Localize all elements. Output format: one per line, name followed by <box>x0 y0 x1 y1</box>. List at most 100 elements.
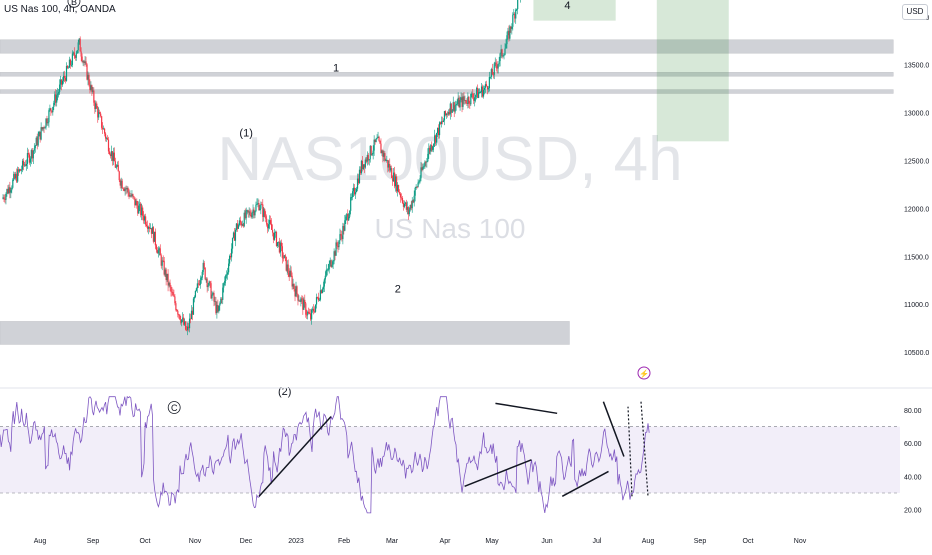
rsi-trendline[interactable] <box>602 401 625 457</box>
candle <box>228 255 231 264</box>
rsi-trendline[interactable] <box>561 470 609 497</box>
candle <box>320 290 322 294</box>
candle <box>249 211 251 215</box>
candle <box>411 200 413 209</box>
candle <box>28 154 30 163</box>
candle <box>503 54 505 56</box>
candle <box>452 102 454 110</box>
projection-box[interactable] <box>533 0 616 21</box>
x-tick-label: Sep <box>694 538 707 545</box>
candle <box>262 204 264 217</box>
candle <box>404 202 406 205</box>
candle <box>9 187 11 193</box>
candle <box>76 50 78 54</box>
candle <box>131 194 133 197</box>
rsi-trendline[interactable] <box>464 459 532 488</box>
candle <box>193 296 196 299</box>
candle <box>79 38 81 52</box>
candle <box>487 88 489 90</box>
candle <box>26 153 29 164</box>
candle <box>39 131 41 140</box>
x-tick-label: Aug <box>34 538 47 545</box>
candle <box>221 298 223 300</box>
candle <box>18 169 20 172</box>
candle <box>2 197 4 199</box>
candle <box>128 192 130 197</box>
candle <box>302 298 304 310</box>
candle <box>409 204 411 210</box>
candle <box>105 137 108 139</box>
rsi-line <box>0 395 650 514</box>
candle <box>80 51 82 57</box>
candle <box>3 197 5 200</box>
rsi-y-tick-label: 40.00 <box>904 474 922 481</box>
y-tick-label: 11500.0 <box>904 254 929 261</box>
candle <box>217 304 219 312</box>
candle <box>280 242 282 247</box>
candle <box>482 89 485 97</box>
support-resistance-zone[interactable] <box>0 72 894 77</box>
candle <box>177 311 179 315</box>
candle <box>34 145 36 149</box>
candle <box>104 133 107 139</box>
candle <box>289 270 291 277</box>
candle <box>195 288 197 291</box>
support-resistance-zone[interactable] <box>0 89 894 94</box>
candle <box>248 211 250 213</box>
candle <box>247 210 249 213</box>
candle <box>25 163 28 166</box>
candle <box>43 127 45 129</box>
support-resistance-zone[interactable] <box>0 321 570 345</box>
candle <box>7 189 9 194</box>
candle <box>460 97 462 101</box>
support-resistance-zone[interactable] <box>0 39 894 54</box>
y-tick-label: 12000.0 <box>904 206 929 213</box>
candle <box>273 232 276 240</box>
candle <box>455 104 457 106</box>
candle <box>506 35 508 45</box>
candle <box>100 113 102 117</box>
candle <box>98 112 100 118</box>
candle <box>27 153 30 155</box>
candle <box>417 182 419 187</box>
candle <box>443 111 446 121</box>
candle <box>243 212 245 227</box>
candle <box>205 278 207 280</box>
candle <box>284 255 286 257</box>
projection-box[interactable] <box>656 0 729 142</box>
candle <box>196 283 198 289</box>
candle <box>363 164 365 168</box>
candle <box>425 161 427 163</box>
candle <box>162 260 164 262</box>
candle <box>201 271 203 278</box>
candle <box>380 143 382 154</box>
candle <box>103 128 106 134</box>
candle <box>400 197 403 199</box>
candle <box>413 195 415 203</box>
candle <box>353 187 355 192</box>
candle <box>265 216 267 219</box>
candle <box>450 103 452 113</box>
candle <box>304 299 306 304</box>
candle <box>374 139 376 142</box>
rsi-trendline[interactable] <box>258 416 332 497</box>
candle <box>147 227 150 229</box>
candle <box>155 245 157 250</box>
candle <box>448 112 450 115</box>
candle <box>502 55 504 57</box>
currency-button[interactable]: USD <box>902 4 928 20</box>
candle <box>439 122 442 125</box>
candle <box>24 164 27 166</box>
lightning-icon[interactable] <box>637 366 651 380</box>
candle <box>166 273 168 281</box>
candle <box>296 286 298 295</box>
candle <box>245 210 247 219</box>
rsi-trendline[interactable] <box>495 402 558 415</box>
candle <box>449 103 451 115</box>
candle <box>474 97 476 101</box>
candle <box>471 93 473 95</box>
candle <box>46 118 48 124</box>
candle <box>202 262 204 272</box>
